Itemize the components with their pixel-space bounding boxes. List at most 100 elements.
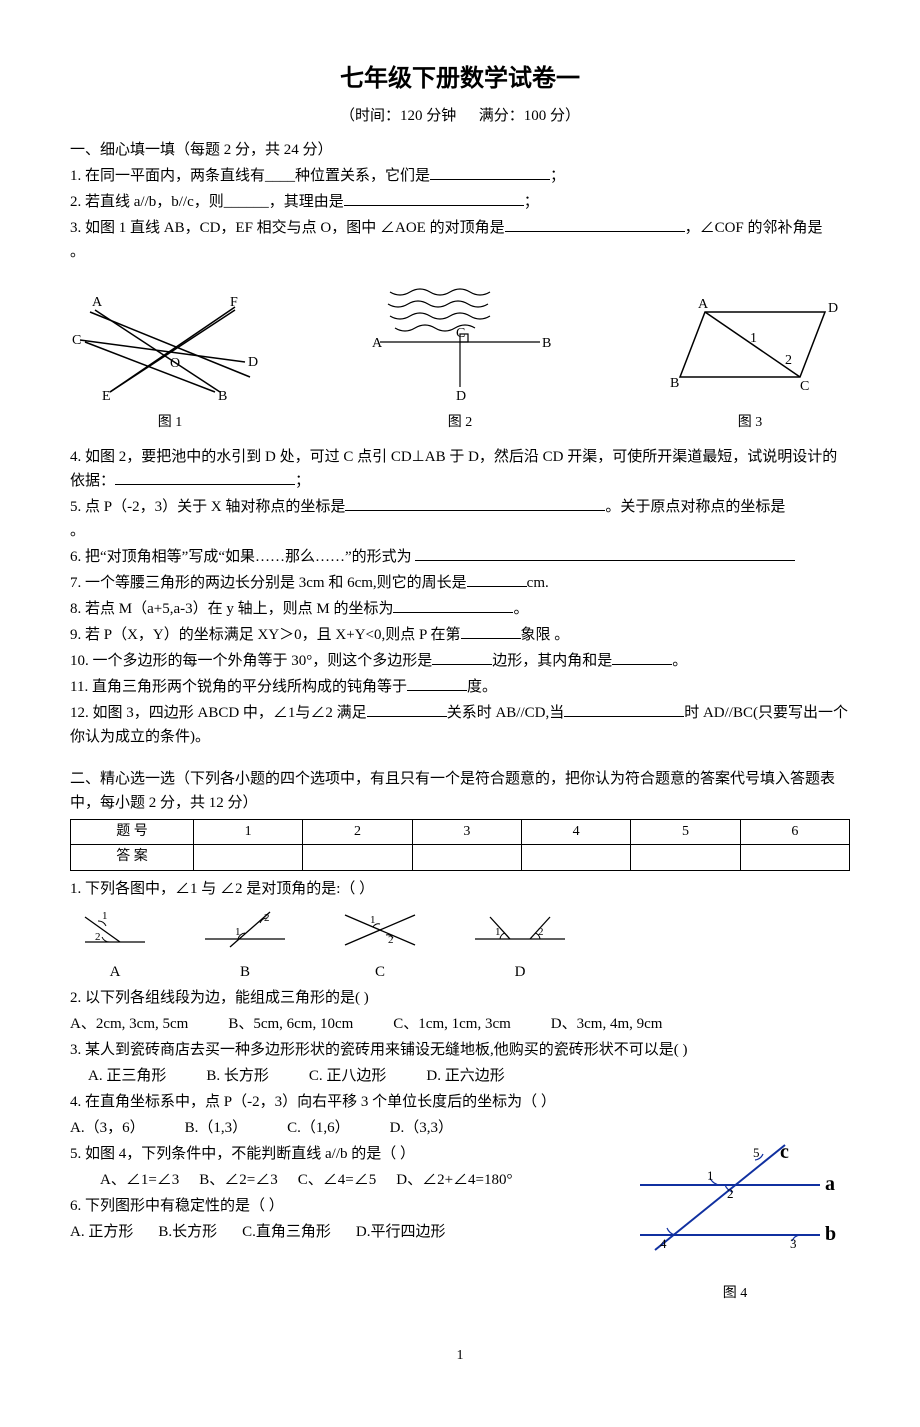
q9: 9. 若 P（X，Y）的坐标满足 XY＞0，且 X+Y<0,则点 P 在第 象限 … xyxy=(70,623,850,647)
q9-blank[interactable] xyxy=(461,623,521,639)
c-q2-opts: A、2cm, 3cm, 5cm B、5cm, 6cm, 10cm C、1cm, … xyxy=(70,1012,850,1036)
c-q6-d: D.平行四边形 xyxy=(356,1220,446,1244)
c-q1-opt-b: 1 2 B xyxy=(200,907,290,984)
q12: 12. 如图 3，四边形 ABCD 中，∠1与∠2 满足 关系时 AB//CD,当… xyxy=(70,701,850,749)
q11-blank[interactable] xyxy=(407,675,467,691)
q4-blank[interactable] xyxy=(115,469,295,485)
svg-text:2: 2 xyxy=(785,353,792,368)
answer-table: 题 号 1 2 3 4 5 6 答 案 xyxy=(70,819,850,871)
time-label: （时间：120 分钟 xyxy=(340,108,456,124)
page-number: 1 xyxy=(70,1345,850,1367)
svg-text:1: 1 xyxy=(370,914,376,926)
svg-text:1: 1 xyxy=(707,1168,714,1183)
q5: 5. 点 P（-2，3）关于 X 轴对称点的坐标是。关于原点对称点的坐标是 。 xyxy=(70,495,850,543)
svg-text:5: 5 xyxy=(753,1145,760,1160)
q1-blank[interactable] xyxy=(430,164,550,180)
c-q5-b: B、∠2=∠3 xyxy=(199,1168,277,1192)
figure-3-svg: A D B C 1 2 xyxy=(650,292,850,402)
ans-1[interactable] xyxy=(194,845,303,870)
col-1: 1 xyxy=(194,819,303,844)
page-title: 七年级下册数学试卷一 xyxy=(70,60,850,98)
figure-1: A F C D E B O 图 1 xyxy=(70,292,270,434)
q10-mid: 边形，其内角和是 xyxy=(492,653,612,669)
c-q3-opts: A. 正三角形 B. 长方形 C. 正八边形 D. 正六边形 xyxy=(88,1064,850,1088)
figure-2: A C B D 图 2 xyxy=(360,282,560,434)
q10-tail: 。 xyxy=(672,653,687,669)
svg-text:A: A xyxy=(698,297,709,312)
section-2-choice: 二、精心选一选（下列各小题的四个选项中，有且只有一个是符合题意的，把你认为符合题… xyxy=(70,767,850,1305)
ans-4[interactable] xyxy=(521,845,630,870)
c-q4-opts: A.（3，6） B.（1,3） C.（1,6） D.（3,3） xyxy=(70,1116,850,1140)
c-q5-a: A、∠1=∠3 xyxy=(100,1168,179,1192)
c-q2-c: C、1cm, 1cm, 3cm xyxy=(393,1012,510,1036)
svg-text:C: C xyxy=(456,326,465,341)
col-5: 5 xyxy=(631,819,740,844)
figure-4-svg: 1 2 3 4 5 c a b xyxy=(625,1140,845,1260)
q6-pre: 6. 把“对顶角相等”写成“如果……那么……”的形式为 xyxy=(70,549,415,565)
q3-tail: 。 xyxy=(70,244,85,260)
q12-pre: 12. 如图 3，四边形 ABCD 中，∠1与∠2 满足 xyxy=(70,705,367,721)
table-row: 题 号 1 2 3 4 5 6 xyxy=(71,819,850,844)
q5-tail: 。 xyxy=(70,523,85,539)
svg-text:1: 1 xyxy=(235,926,241,938)
c-q2: 2. 以下列各组线段为边，能组成三角形的是( ) xyxy=(70,986,850,1010)
c-q2-a: A、2cm, 3cm, 5cm xyxy=(70,1012,188,1036)
q2: 2. 若直线 a//b，b//c，则______，其理由是； xyxy=(70,190,850,214)
svg-text:1: 1 xyxy=(750,331,757,346)
svg-text:2: 2 xyxy=(388,934,394,946)
col-2: 2 xyxy=(303,819,412,844)
q1: 1. 在同一平面内，两条直线有____种位置关系，它们是； xyxy=(70,164,850,188)
q8-tail: 。 xyxy=(513,601,528,617)
c-q1: 1. 下列各图中，∠1 与 ∠2 是对顶角的是:（ ） xyxy=(70,877,850,901)
q7-blank[interactable] xyxy=(467,571,527,587)
q10-blank2[interactable] xyxy=(612,649,672,665)
row2-label: 答 案 xyxy=(71,845,194,870)
q8-blank[interactable] xyxy=(393,597,513,613)
c-q1-opt-c: 1 2 C xyxy=(340,907,420,984)
figure-2-caption: 图 2 xyxy=(360,412,560,434)
c-q1-opt-a: 1 2 A xyxy=(80,907,150,984)
ans-2[interactable] xyxy=(303,845,412,870)
q11-pre: 11. 直角三角形两个锐角的平分线所构成的钝角等于 xyxy=(70,679,407,695)
c-q3-c: C. 正八边形 xyxy=(309,1064,387,1088)
c-q4: 4. 在直角坐标系中，点 P（-2，3）向右平移 3 个单位长度后的坐标为（ ） xyxy=(70,1090,850,1114)
q2-text: 2. 若直线 a//b，b//c，则______，其理由是 xyxy=(70,194,344,210)
figure-1-svg: A F C D E B O xyxy=(70,292,270,402)
q11-tail: 度。 xyxy=(467,679,497,695)
svg-text:1: 1 xyxy=(495,926,501,938)
q4-tail: ； xyxy=(295,473,310,489)
svg-text:O: O xyxy=(170,356,180,371)
c-q4-d: D.（3,3） xyxy=(390,1116,453,1140)
q3-blank1[interactable] xyxy=(505,216,685,232)
q4: 4. 如图 2，要把池中的水引到 D 处，可过 C 点引 CD⊥AB 于 D，然… xyxy=(70,445,850,493)
q5-blank1[interactable] xyxy=(345,495,605,511)
ans-3[interactable] xyxy=(412,845,521,870)
ans-6[interactable] xyxy=(740,845,849,870)
svg-text:D: D xyxy=(456,389,466,402)
c-q6-c: C.直角三角形 xyxy=(242,1220,331,1244)
svg-text:D: D xyxy=(828,301,838,316)
c-q5-c: C、∠4=∠5 xyxy=(298,1168,376,1192)
c-q5-opts: A、∠1=∠3 B、∠2=∠3 C、∠4=∠5 D、∠2+∠4=180° xyxy=(100,1168,620,1192)
q7-pre: 7. 一个等腰三角形的两边长分别是 3cm 和 6cm,则它的周长是 xyxy=(70,575,467,591)
q12-mid1: 关系时 AB//CD,当 xyxy=(447,705,565,721)
q9-pre: 9. 若 P（X，Y）的坐标满足 XY＞0，且 X+Y<0,则点 P 在第 xyxy=(70,627,461,643)
q9-tail: 象限 。 xyxy=(521,627,570,643)
c-q3-a: A. 正三角形 xyxy=(88,1064,166,1088)
q3-mid: ，∠COF 的邻补角是 xyxy=(685,220,823,236)
figure-3: A D B C 1 2 图 3 xyxy=(650,292,850,434)
score-label: 满分：100 分） xyxy=(479,108,580,124)
svg-text:c: c xyxy=(780,1141,789,1163)
q12-blank2[interactable] xyxy=(564,701,684,717)
svg-text:D: D xyxy=(248,355,258,370)
q10-blank1[interactable] xyxy=(432,649,492,665)
q7-tail: cm. xyxy=(527,575,549,591)
q6-blank[interactable] xyxy=(415,545,795,561)
ans-5[interactable] xyxy=(631,845,740,870)
label-a: A xyxy=(80,960,150,984)
section-1-fill: 一、细心填一填（每题 2 分，共 24 分） 1. 在同一平面内，两条直线有__… xyxy=(70,138,850,748)
q3: 3. 如图 1 直线 AB，CD，EF 相交与点 O，图中 ∠AOE 的对顶角是… xyxy=(70,216,850,264)
q2-blank[interactable] xyxy=(344,190,524,206)
q12-blank1[interactable] xyxy=(367,701,447,717)
figure-2-svg: A C B D xyxy=(360,282,560,402)
